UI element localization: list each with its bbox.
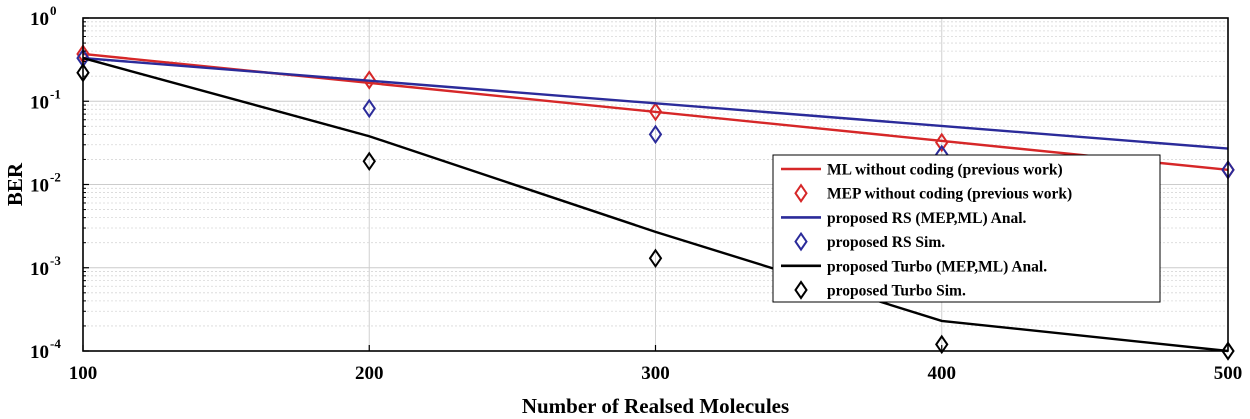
data-point-diamond — [648, 124, 663, 145]
y-tick-exponent: -3 — [50, 253, 61, 268]
legend-box — [772, 154, 1161, 303]
legend-diamond-swatch — [794, 280, 808, 300]
x-tick-label: 100 — [69, 363, 98, 384]
legend-diamond-swatch — [794, 183, 808, 203]
data-point-diamond — [362, 151, 376, 172]
series-5 — [82, 56, 1229, 353]
legend-label: proposed RS Sim. — [827, 234, 945, 251]
x-axis-label: Number of Realsed Molecules — [522, 394, 789, 418]
y-tick-exponent: -4 — [50, 336, 61, 351]
x-tick-label: 200 — [355, 363, 384, 384]
y-tick-label: 10 — [30, 259, 49, 280]
x-tick-label: 300 — [641, 363, 670, 384]
y-tick-label: 10 — [30, 9, 49, 30]
legend: ML without coding (previous work) MEP wit… — [772, 154, 1161, 303]
series-line — [82, 56, 1229, 150]
legend-label: proposed RS (MEP,ML) Anal. — [827, 210, 1027, 227]
data-point-diamond — [648, 248, 663, 269]
data-point-diamond — [648, 101, 663, 122]
legend-label: ML without coding (previous work) — [827, 162, 1063, 179]
x-tick-label: 400 — [928, 363, 957, 384]
series-3 — [82, 56, 1229, 150]
y-axis-label: BER — [3, 162, 27, 206]
data-point-diamond — [362, 70, 376, 90]
y-tick-exponent: -1 — [50, 86, 61, 101]
x-tick-label: 500 — [1214, 363, 1243, 384]
legend-diamond-swatch — [794, 231, 808, 252]
y-tick-exponent: 0 — [50, 3, 57, 18]
y-tick-label: 10 — [30, 342, 49, 363]
y-tick-label: 10 — [30, 176, 49, 197]
legend-label: MEP without coding (previous work) — [827, 186, 1072, 203]
series-layer — [76, 44, 1235, 361]
data-point-diamond — [935, 132, 949, 153]
legend-label: proposed Turbo Sim. — [827, 283, 966, 300]
legend-label: proposed Turbo (MEP,ML) Anal. — [827, 258, 1047, 275]
y-tick-label: 10 — [30, 92, 49, 113]
series-line — [82, 56, 1229, 353]
y-tick-exponent: -2 — [50, 170, 61, 185]
data-point-diamond — [362, 98, 376, 119]
data-point-diamond — [1221, 341, 1235, 361]
data-point-diamond — [935, 334, 949, 355]
